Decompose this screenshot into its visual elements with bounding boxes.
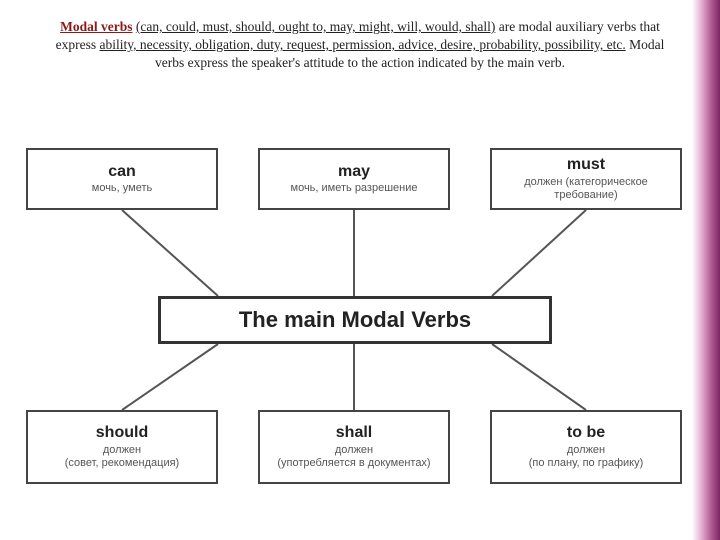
edge-must [492,210,586,296]
node-title: must [567,156,605,174]
edge-tobe [492,344,586,410]
node-sub: мочь, иметь разрешение [291,182,418,195]
right-gradient [692,0,720,540]
node-tobe: to be должен (по плану, по графику) [490,410,682,484]
diagram: canмочь, уметьmayмочь, иметь разрешениеm… [18,148,692,508]
node-title: should [96,424,148,442]
node-sub: должен (категорическое требование) [496,176,676,202]
node-sub: должен (употребляется в документах) [277,444,430,470]
node-must: must должен (категорическое требование) [490,148,682,210]
node-can: canмочь, уметь [26,148,218,210]
node-may: mayмочь, иметь разрешение [258,148,450,210]
node-should: should должен (совет, рекомендация) [26,410,218,484]
node-title: shall [336,424,372,442]
node-title: may [338,163,370,181]
header-text: Modal verbs (can, could, must, should, o… [0,0,720,81]
node-sub: должен (совет, рекомендация) [65,444,179,470]
header-qualities: ability, necessity, obligation, duty, re… [100,37,626,52]
header-prefix: Modal verbs [60,19,132,34]
node-sub: мочь, уметь [92,182,152,195]
node-title: can [108,163,136,181]
header-list: (can, could, must, should, ought to, may… [136,19,495,34]
edge-should [122,344,218,410]
node-sub: должен (по плану, по графику) [529,444,644,470]
node-shall: shall должен (употребляется в документах) [258,410,450,484]
center-node: The main Modal Verbs [158,296,552,344]
edge-can [122,210,218,296]
center-label: The main Modal Verbs [239,307,471,333]
node-title: to be [567,424,605,442]
